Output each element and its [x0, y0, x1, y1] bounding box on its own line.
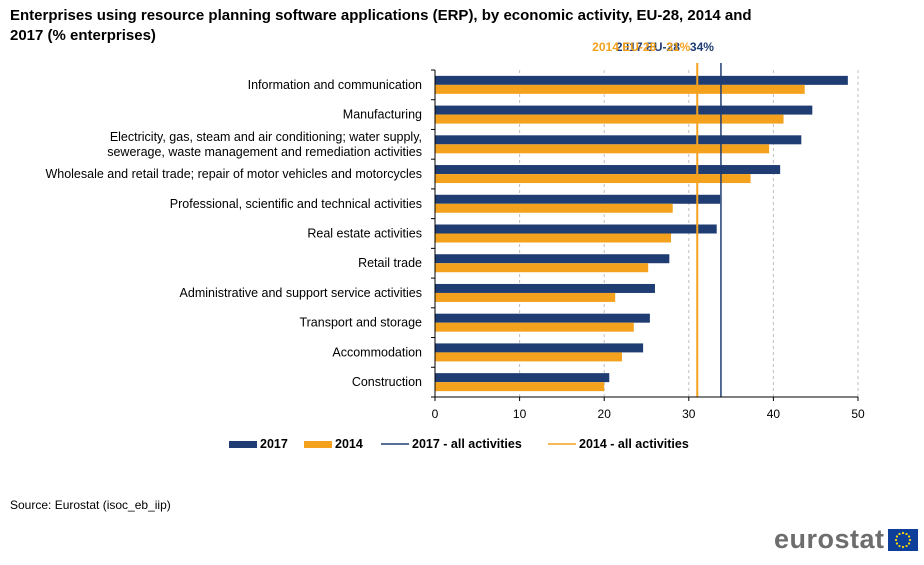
bar-2017: [435, 254, 670, 264]
logo-text: eurostat: [774, 524, 885, 554]
legend-label: 2014: [335, 437, 363, 451]
bar-2017: [435, 343, 644, 353]
bar-2014: [435, 292, 616, 302]
bar-2017: [435, 224, 717, 234]
bar-2017: [435, 165, 781, 175]
bar-2014: [435, 263, 649, 273]
chart-title: Enterprises using resource planning soft…: [10, 7, 752, 44]
x-tick-label: 0: [432, 407, 439, 421]
category-labels: Information and communication Manufacturi…: [45, 78, 422, 389]
legend-swatch: [229, 441, 257, 448]
category-label: Real estate activities: [307, 227, 422, 241]
bar-2017: [435, 135, 802, 145]
bar-2014: [435, 322, 634, 332]
bar-2017: [435, 75, 848, 85]
category-label: Construction: [352, 375, 422, 389]
bar-2017: [435, 194, 721, 204]
category-label: Information and communication: [248, 78, 422, 92]
eu-flag-icon: [887, 528, 918, 551]
reference-label-2014: 2014 EU-28 31%: [592, 40, 690, 54]
bars: [435, 75, 848, 392]
legend-label: 2017: [260, 437, 288, 451]
x-tick-label: 30: [682, 407, 696, 421]
bar-2014: [435, 174, 751, 184]
bar-2014: [435, 233, 672, 243]
category-label: Wholesale and retail trade; repair of mo…: [45, 167, 422, 181]
bar-2014: [435, 114, 784, 124]
reference-lines: 2017 EU-28 34%2014 EU-28 31%: [592, 40, 722, 397]
category-label: Professional, scientific and technical a…: [170, 197, 422, 211]
reference-label-2017: 2017 EU-28 34%: [616, 40, 714, 54]
bar-2014: [435, 352, 622, 362]
category-label: Retail trade: [358, 256, 422, 270]
x-tick-label: 40: [767, 407, 781, 421]
category-label: Manufacturing: [343, 108, 422, 122]
category-label: Electricity, gas, steam and air conditio…: [107, 130, 422, 159]
category-label: Accommodation: [332, 345, 422, 359]
bar-2017: [435, 105, 813, 115]
x-tick-label: 10: [513, 407, 527, 421]
legend-label: 2014 - all activities: [579, 437, 689, 451]
legend-swatch: [304, 441, 332, 448]
source-note: Source: Eurostat (isoc_eb_iip): [10, 498, 171, 512]
category-label: Administrative and support service activ…: [180, 286, 422, 300]
x-tick-labels: 0 10 20 30 40 50: [432, 407, 865, 421]
bar-2014: [435, 84, 805, 94]
bar-2017: [435, 373, 610, 383]
bar-2017: [435, 313, 650, 323]
x-tick-label: 50: [851, 407, 865, 421]
legend-label: 2017 - all activities: [412, 437, 522, 451]
legend: 2017 2014 2017 - all activities 2014 - all …: [229, 437, 689, 451]
eurostat-logo: eurostat: [774, 524, 918, 555]
bar-2017: [435, 283, 655, 293]
axes: [431, 69, 859, 401]
category-label: Transport and storage: [299, 316, 422, 330]
x-tick-label: 20: [598, 407, 612, 421]
bar-2014: [435, 144, 770, 154]
bar-2014: [435, 382, 605, 392]
bar-2014: [435, 203, 673, 213]
